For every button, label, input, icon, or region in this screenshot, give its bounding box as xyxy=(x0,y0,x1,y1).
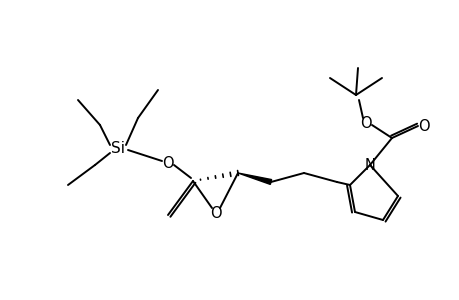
Text: O: O xyxy=(210,206,221,220)
Polygon shape xyxy=(237,173,271,184)
Text: Si: Si xyxy=(111,140,125,155)
Text: O: O xyxy=(417,118,429,134)
Text: O: O xyxy=(359,116,371,130)
Text: O: O xyxy=(162,155,174,170)
Text: N: N xyxy=(364,158,375,172)
